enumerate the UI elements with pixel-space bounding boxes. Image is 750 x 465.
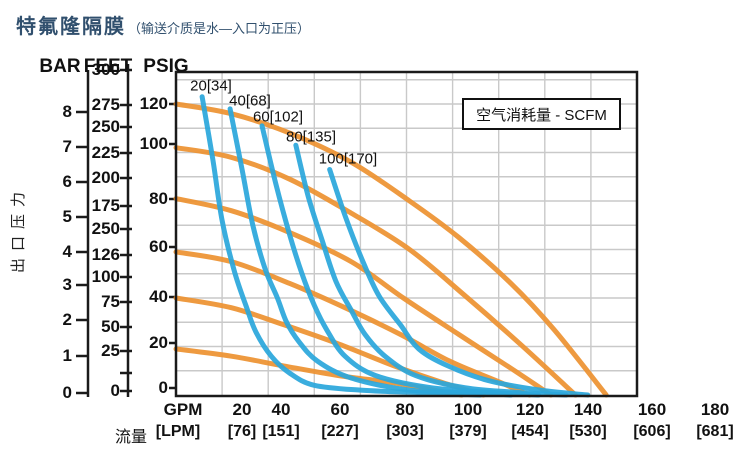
- flow-curve: [173, 101, 609, 398]
- lpm-tick-label: [681]: [696, 423, 734, 440]
- bar-tick-label: 3: [62, 275, 72, 294]
- psig-tick-label: 80: [149, 189, 168, 208]
- axis-header-bar: BAR: [39, 56, 81, 77]
- legend-label: 空气消耗量 - SCFM: [476, 106, 607, 124]
- psig-tick-label: 0: [158, 378, 168, 397]
- feet-tick-label: 25: [101, 341, 120, 360]
- feet-tick-label: 300: [91, 60, 120, 79]
- psig-tick-label: 100: [139, 134, 168, 153]
- gpm-tick-label: 120: [515, 400, 545, 419]
- feet-tick-label: 175: [91, 196, 120, 215]
- bar-tick-label: 4: [62, 242, 72, 261]
- air-consumption-curve: [227, 106, 514, 398]
- air-consumption-curve: [327, 166, 591, 398]
- lpm-axis-header: [LPM]: [155, 423, 201, 440]
- axis-header-feet: FEET: [83, 56, 133, 77]
- lpm-tick-label: [530]: [569, 423, 607, 440]
- psig-tick-label: 60: [149, 237, 168, 256]
- axis-header-psig: PSIG: [143, 56, 189, 77]
- feet-tick-label: 275: [91, 95, 120, 114]
- curve-label: 40[68]: [229, 92, 271, 110]
- bar-tick-label: 0: [62, 383, 72, 402]
- gpm-tick-label: 80: [395, 400, 415, 419]
- plot-border: [174, 70, 639, 398]
- flow-curve: [173, 196, 554, 398]
- feet-tick-label: 50: [101, 317, 120, 336]
- title-row: 特氟隆隔膜 （输送介质是水—入口为正压）: [16, 10, 310, 39]
- air-consumption-curve: [199, 94, 483, 398]
- legend-box: 空气消耗量 - SCFM: [462, 98, 621, 130]
- curve-label: 100[170]: [318, 150, 378, 168]
- air-consumption-curve: [293, 142, 569, 398]
- feet-tick-label: 200: [91, 168, 120, 187]
- gpm-tick-label: 40: [271, 400, 291, 419]
- feet-tick-label: 250: [91, 219, 120, 238]
- gpm-tick-label: 20: [232, 400, 252, 419]
- flow-axis-header: 流量: [114, 429, 148, 446]
- gpm-tick-label: 180: [700, 400, 730, 419]
- lpm-tick-label: [76]: [227, 423, 257, 440]
- gpm-tick-label: 100: [453, 400, 483, 419]
- lpm-tick-label: [454]: [511, 423, 549, 440]
- page-title-note: （输送介质是水—入口为正压）: [128, 21, 311, 36]
- bar-tick-label: 6: [62, 172, 72, 191]
- feet-tick-label: 0: [110, 381, 120, 400]
- lpm-tick-label: [606]: [633, 423, 671, 440]
- curve-label: 60[102]: [252, 108, 304, 126]
- lpm-tick-label: [151]: [262, 423, 300, 440]
- air-consumption-curve: [259, 123, 542, 398]
- psig-tick-label: 120: [139, 94, 168, 113]
- psig-tick-label: 20: [149, 333, 168, 352]
- curve-label: 20[34]: [190, 77, 232, 95]
- bar-tick-label: 1: [62, 346, 72, 365]
- psig-tick-label: 40: [149, 287, 168, 306]
- page-title: 特氟隆隔膜: [16, 16, 126, 38]
- bar-tick-label: 5: [62, 207, 72, 226]
- feet-tick-label: 75: [101, 292, 120, 311]
- feet-tick-label: 250: [91, 117, 120, 136]
- lpm-tick-label: [303]: [386, 423, 424, 440]
- bar-tick-label: 7: [62, 137, 72, 156]
- gpm-tick-label: 60: [330, 400, 350, 419]
- y-axis-label: 出口压力: [10, 185, 27, 274]
- gpm-tick-label: 140: [573, 400, 603, 419]
- feet-tick-label: 126: [91, 245, 120, 264]
- gpm-axis-header: GPM: [163, 400, 203, 419]
- lpm-tick-label: [379]: [449, 423, 487, 440]
- bar-tick-label: 8: [62, 102, 72, 121]
- bar-tick-label: 2: [62, 310, 72, 329]
- feet-tick-label: 100: [91, 267, 120, 286]
- lpm-tick-label: [227]: [321, 423, 359, 440]
- feet-tick-label: 225: [91, 143, 120, 162]
- curve-label: 80[135]: [285, 128, 337, 146]
- gpm-tick-label: 160: [637, 400, 667, 419]
